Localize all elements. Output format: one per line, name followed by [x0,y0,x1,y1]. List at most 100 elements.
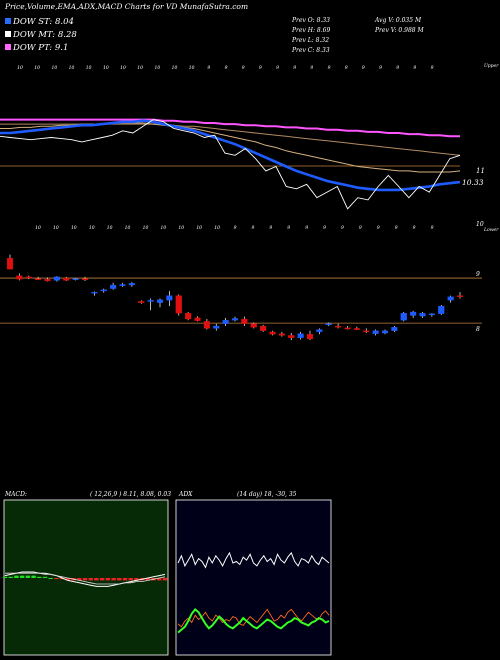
top-tick-0: 10 [17,65,23,71]
candle-46 [438,304,445,315]
candle-1 [16,273,23,281]
macd-bar-1 [8,576,13,578]
top-tick-1: 10 [34,65,40,71]
bottom-tick-10: 10 [214,225,220,231]
bottom-tick-4: 10 [107,225,113,231]
candle-19 [185,312,192,321]
candle-22 [213,323,220,331]
candle-body-42 [400,313,407,321]
top-tick-12: 9 [225,65,228,71]
candle-body-28 [269,331,276,335]
macd-line-1 [5,572,166,585]
candle-body-26 [250,323,257,328]
macd-panel [3,499,169,656]
candle-12 [119,282,126,287]
candle-28 [269,330,276,336]
bottom-tick-0: 10 [35,225,41,231]
top-tick-8: 10 [154,65,160,71]
top-tick-18: 9 [328,65,331,71]
candle-18 [175,294,182,316]
dow-st-label: DOW ST: 8.04 [12,17,74,27]
axis-label-11: 11 [476,167,485,175]
candle-body-30 [288,335,295,338]
candle-body-4 [44,279,51,282]
candle-body-10 [100,289,107,292]
candle-47 [447,295,454,303]
prev-high: Prev H: 8.69 [291,27,330,34]
candle-body-29 [278,333,285,336]
candle-body-48 [456,295,464,297]
ema-line-0 [0,119,461,210]
candle-44 [419,312,426,318]
top-tick-2: 10 [51,65,57,71]
top-tick-3: 10 [69,65,75,71]
candle-body-25 [241,318,248,324]
candle-body-47 [447,296,454,301]
bottom-tick-1: 10 [53,225,59,231]
macd-title: MACD: [4,491,27,498]
candle-body-18 [175,295,182,314]
candle-20 [194,316,201,322]
candle-body-33 [316,329,323,333]
bottom-tick-2: 10 [71,225,77,231]
candle-26 [250,322,257,329]
bottom-tick-row: 10 10 10 10 10 10 10 10 10 10 10 9 9 9 9 9 9 9 9 9 9 9 9 [35,225,433,231]
candle-6 [63,276,70,281]
candle-body-46 [438,305,445,314]
axis-label-10: 10 [476,221,484,228]
candle-body-11 [110,284,117,289]
macd-bar-2 [14,575,19,578]
lower-band-label: Lower [483,227,499,233]
prev-open: Prev O: 8.33 [291,17,330,24]
top-tick-23: 9 [413,65,416,71]
price-axis-label-9: 9 [476,271,480,278]
candle-body-13 [128,283,135,286]
top-tick-21: 9 [379,65,382,71]
candle-body-2 [25,276,32,279]
dow-st-swatch [5,18,11,24]
price-axis-label-8: 8 [476,326,480,333]
top-tick-22: 9 [396,65,399,71]
candle-body-23 [222,320,229,324]
bottom-tick-11: 9 [234,225,237,231]
bottom-tick-14: 9 [287,225,290,231]
top-tick-16: 9 [293,65,296,71]
candle-41 [391,326,398,332]
prev-low: Prev L: 8.32 [291,37,329,44]
dow-pt-label: DOW PT: 9.1 [12,43,68,53]
macd-bar-27 [157,578,162,581]
macd-bar-19 [111,578,116,581]
macd-line-0 [4,571,166,587]
macd-bar-9 [54,578,59,580]
candle-body-35 [335,325,342,328]
top-tick-24: 9 [431,65,434,71]
prev-volume: Prev V: 0.988 M [374,27,424,34]
adx-title: ADX [178,491,193,498]
price-hlines [0,277,482,324]
bottom-tick-13: 9 [269,225,272,231]
macd-bar-8 [48,578,53,579]
adx-params: (14 day) 18, -30, 35 [237,491,297,498]
candle-37 [353,326,360,331]
candle-body-1 [16,275,23,280]
candle-body-36 [344,327,351,330]
top-tick-19: 9 [345,65,348,71]
bottom-tick-22: 9 [431,225,434,231]
dow-mt-label: DOW MT: 8.28 [12,30,77,40]
candle-14 [138,300,145,304]
bottom-tick-3: 10 [89,225,95,231]
top-tick-10: 10 [189,65,195,71]
candle-body-20 [194,317,201,321]
candle-35 [335,323,342,329]
candle-body-31 [297,333,304,338]
candle-4 [44,277,51,282]
candle-body-8 [81,278,89,280]
bottom-tick-8: 10 [178,225,184,231]
macd-bar-10 [59,578,65,580]
adx-line-0 [177,551,330,569]
top-tick-14: 9 [259,65,262,71]
top-tick-7: 10 [137,65,143,71]
candle-body-17 [166,295,173,301]
candle-40 [381,329,389,335]
